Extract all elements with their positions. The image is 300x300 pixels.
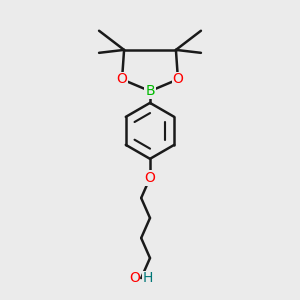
- Text: O: O: [172, 72, 183, 86]
- Text: O: O: [129, 271, 140, 285]
- Text: B: B: [145, 84, 155, 98]
- Text: H: H: [142, 271, 153, 285]
- Text: O: O: [145, 171, 155, 185]
- Text: O: O: [117, 72, 128, 86]
